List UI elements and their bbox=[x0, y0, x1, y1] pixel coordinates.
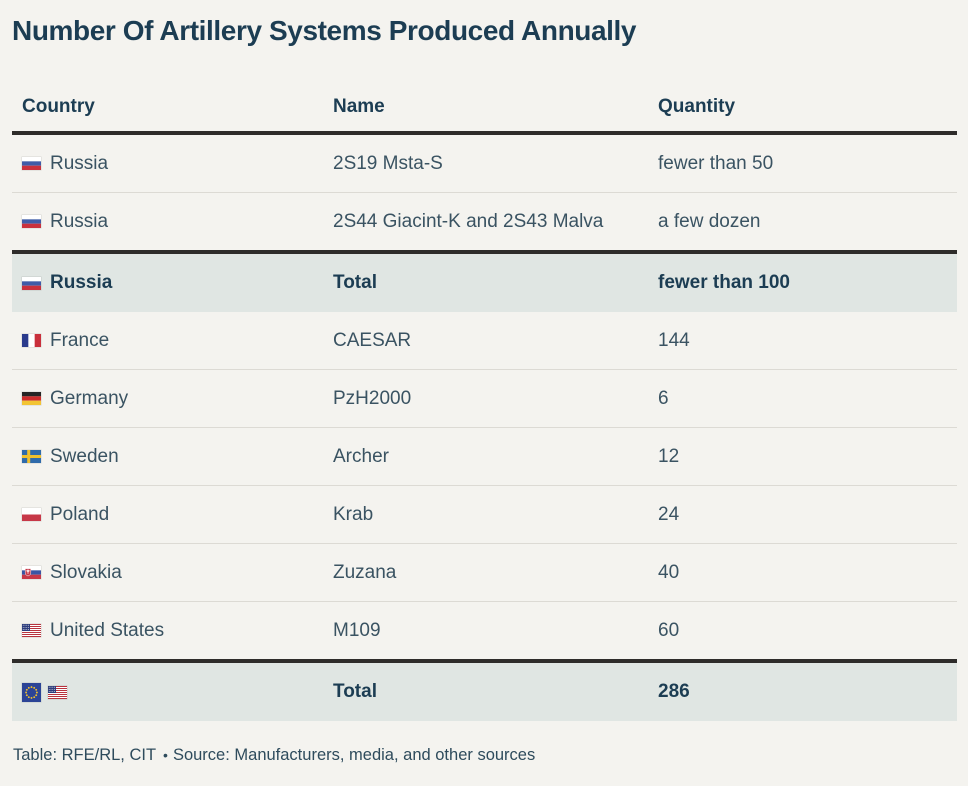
table-row: United States M109 60 bbox=[12, 601, 957, 659]
name-cell: 2S44 Giacint-K and 2S43 Malva bbox=[333, 210, 604, 232]
flag-russia-icon bbox=[22, 276, 41, 290]
flag-usa-icon bbox=[22, 624, 41, 637]
table-row: Russia 2S19 Msta-S fewer than 50 bbox=[12, 135, 957, 192]
flag-poland-icon bbox=[22, 508, 41, 521]
flag-slovakia-icon bbox=[22, 566, 41, 579]
country-label: Russia bbox=[50, 272, 113, 293]
country-label: Russia bbox=[50, 152, 109, 174]
quantity-cell: fewer than 50 bbox=[658, 152, 774, 174]
table-row: Poland Krab 24 bbox=[12, 485, 957, 543]
country-cell bbox=[12, 682, 333, 702]
country-label: Slovakia bbox=[50, 561, 122, 583]
quantity-cell: 60 bbox=[658, 619, 680, 641]
country-cell: Russia bbox=[12, 153, 333, 175]
table-row: France CAESAR 144 bbox=[12, 312, 957, 369]
table-row: Germany PzH2000 6 bbox=[12, 369, 957, 427]
quantity-cell: 12 bbox=[658, 445, 680, 467]
name-cell: 2S19 Msta-S bbox=[333, 152, 443, 174]
name-cell: Zuzana bbox=[333, 561, 397, 583]
flag-eu-icon bbox=[22, 682, 41, 702]
country-cell: Slovakia bbox=[12, 562, 333, 584]
footer-source: Source: Manufacturers, media, and other … bbox=[172, 746, 536, 764]
country-label: Russia bbox=[50, 210, 109, 232]
quantity-cell: fewer than 100 bbox=[658, 272, 790, 293]
infographic: Number Of Artillery Systems Produced Ann… bbox=[12, 15, 957, 765]
quantity-cell: a few dozen bbox=[658, 210, 761, 232]
country-cell: Germany bbox=[12, 388, 333, 410]
name-cell: CAESAR bbox=[333, 329, 412, 351]
footer-note: Table: RFE/RL, CIT • Source: Manufacturers… bbox=[12, 746, 957, 765]
table-total-row: Total 286 bbox=[12, 659, 957, 721]
flag-usa-icon bbox=[48, 685, 67, 699]
country-cell: Poland bbox=[12, 504, 333, 526]
data-table: Country Name Quantity Russia 2S19 Msta-S f… bbox=[12, 88, 957, 721]
quantity-cell: 6 bbox=[658, 387, 669, 409]
country-cell: Russia bbox=[12, 211, 333, 233]
quantity-cell: 24 bbox=[658, 503, 680, 525]
quantity-cell: 286 bbox=[658, 681, 690, 702]
country-cell: Sweden bbox=[12, 446, 333, 468]
column-header-name: Name bbox=[333, 96, 385, 117]
table-total-row: Russia Total fewer than 100 bbox=[12, 250, 957, 312]
quantity-cell: 40 bbox=[658, 561, 680, 583]
name-cell: M109 bbox=[333, 619, 381, 641]
table-row: Sweden Archer 12 bbox=[12, 427, 957, 485]
column-header-quantity: Quantity bbox=[658, 96, 736, 117]
table-body: Russia 2S19 Msta-S fewer than 50 Russia 2S44… bbox=[12, 135, 957, 721]
flag-russia-icon bbox=[22, 215, 41, 228]
flag-germany-icon bbox=[22, 392, 41, 405]
country-cell: France bbox=[12, 330, 333, 352]
name-cell: Archer bbox=[333, 445, 389, 467]
footer-credit: Table: RFE/RL, CIT bbox=[13, 746, 157, 764]
name-cell: PzH2000 bbox=[333, 387, 412, 409]
country-label: Poland bbox=[50, 503, 110, 525]
table-header-row: Country Name Quantity bbox=[12, 88, 957, 135]
flag-france-icon bbox=[22, 334, 41, 347]
name-cell: Total bbox=[333, 681, 377, 702]
table-row: Slovakia Zuzana 40 bbox=[12, 543, 957, 601]
country-label: Sweden bbox=[50, 445, 119, 467]
name-cell: Total bbox=[333, 272, 377, 293]
table-row: Russia 2S44 Giacint-K and 2S43 Malva a few… bbox=[12, 192, 957, 250]
page-title: Number Of Artillery Systems Produced Ann… bbox=[12, 15, 637, 46]
country-label: United States bbox=[50, 619, 165, 641]
country-cell: United States bbox=[12, 620, 333, 642]
quantity-cell: 144 bbox=[658, 329, 690, 351]
flag-russia-icon bbox=[22, 157, 41, 170]
name-cell: Krab bbox=[333, 503, 374, 525]
footer-separator: • bbox=[163, 747, 168, 763]
column-header-country: Country bbox=[22, 96, 95, 117]
country-label: France bbox=[50, 329, 110, 351]
flag-sweden-icon bbox=[22, 450, 41, 463]
country-cell: Russia bbox=[12, 272, 333, 294]
country-label: Germany bbox=[50, 387, 129, 409]
